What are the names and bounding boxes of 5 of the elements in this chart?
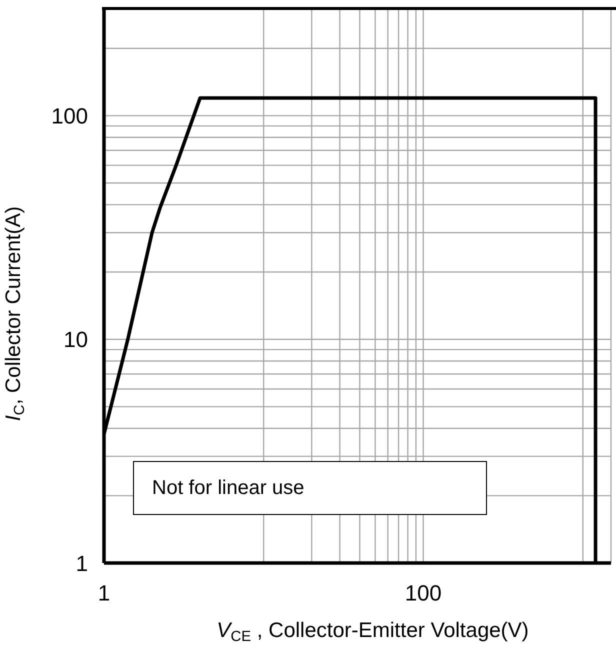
y-tick-label: 10: [64, 327, 88, 352]
y-tick-label: 100: [51, 104, 88, 129]
y-tick-label: 1: [76, 550, 88, 576]
note-box: Not for linear use: [133, 461, 487, 515]
x-axis-title: V$_{CE}$ , Collector-Emitter Voltage(V): [216, 619, 529, 645]
